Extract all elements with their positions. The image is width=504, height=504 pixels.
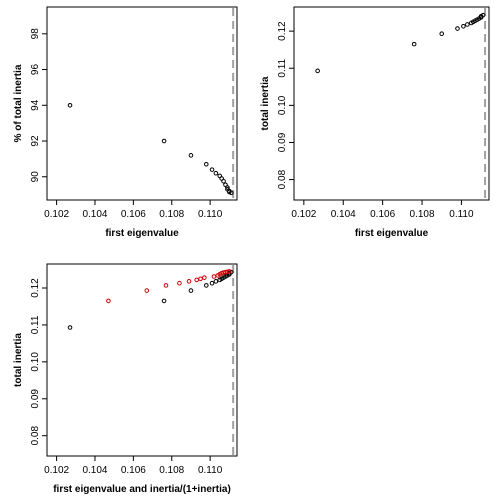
- data-point: [455, 26, 460, 31]
- x-tick-label: 0.104: [82, 465, 107, 476]
- data-point: [161, 298, 167, 304]
- x-tick-label: 0.108: [159, 209, 184, 220]
- x-axis-label: first eigenvalue: [355, 228, 429, 239]
- data-point: [161, 138, 167, 144]
- panel-total-inertia: 0.102 0.104 0.106 0.108 0.110 0.08 0.09 0.10 0.1…: [260, 6, 490, 239]
- data-point: [202, 275, 207, 280]
- panel-total-inertia-combined: 0.102 0.104 0.106 0.108 0.110 0.08 0.09 0.10 0.1…: [13, 263, 238, 495]
- data-point: [67, 325, 73, 330]
- y-axis-label: total inertia: [13, 333, 24, 387]
- y-tick-label: 0.09: [277, 132, 288, 152]
- y-tick-label: 0.08: [277, 169, 288, 189]
- data-point: [228, 190, 234, 196]
- data-point: [186, 279, 192, 284]
- data-point: [315, 68, 320, 74]
- y-axis-label: % of total inertia: [13, 64, 24, 142]
- data-point: [188, 153, 194, 158]
- x-tick-label: 0.106: [121, 465, 146, 476]
- x-axis-label: first eigenvalue and inertia/(1+inertia): [53, 484, 231, 495]
- x-tick-label: 0.108: [410, 209, 435, 220]
- plot-frame: [46, 263, 238, 457]
- y-tick-label: 92: [30, 135, 41, 147]
- data-point: [221, 178, 226, 184]
- x-tick-label: 0.104: [82, 209, 107, 220]
- data-point: [209, 280, 215, 286]
- data-point: [213, 170, 219, 176]
- data-point: [188, 288, 194, 293]
- x-tick-label: 0.102: [291, 209, 316, 220]
- x-tick-label: 0.106: [121, 209, 146, 220]
- data-point: [227, 269, 232, 274]
- x-axis-label: first eigenvalue: [105, 228, 179, 239]
- data-point: [203, 161, 209, 167]
- data-point: [213, 279, 219, 284]
- y-tick-label: 0.09: [30, 389, 41, 409]
- data-point: [203, 283, 209, 288]
- x-tick-label: 0.110: [198, 209, 223, 220]
- data-point: [480, 12, 486, 18]
- data-point: [177, 280, 182, 286]
- y-tick-label: 0.10: [277, 95, 288, 115]
- x-tick-label: 0.110: [449, 209, 474, 220]
- data-point: [225, 185, 230, 190]
- data-point: [67, 102, 73, 108]
- y-tick-label: 0.08: [30, 426, 41, 446]
- plot-frame: [293, 6, 490, 201]
- data-point: [211, 274, 217, 279]
- y-tick-label: 90: [30, 171, 41, 183]
- panel-percent-inertia: 0.102 0.104 0.106 0.108 0.110 90 92 94 96 98 first…: [13, 6, 238, 239]
- plot-frame: [46, 6, 238, 201]
- data-point: [225, 269, 230, 275]
- y-tick-label: 94: [30, 99, 41, 111]
- x-tick-label: 0.110: [198, 465, 223, 476]
- data-point: [411, 41, 417, 47]
- data-point: [209, 167, 215, 172]
- data-point: [163, 283, 169, 288]
- data-point: [439, 31, 445, 37]
- y-tick-label: 98: [30, 28, 41, 40]
- y-tick-label: 0.12: [30, 278, 41, 298]
- x-tick-label: 0.102: [44, 209, 69, 220]
- y-tick-label: 96: [30, 64, 41, 76]
- y-tick-label: 0.12: [277, 21, 288, 41]
- data-point: [461, 24, 466, 29]
- y-tick-label: 0.10: [30, 352, 41, 372]
- data-point: [106, 298, 111, 304]
- data-point: [198, 276, 203, 282]
- x-tick-label: 0.104: [331, 209, 356, 220]
- x-tick-label: 0.108: [159, 465, 184, 476]
- y-axis-label: total inertia: [260, 76, 271, 130]
- data-point: [144, 288, 150, 293]
- data-point: [465, 22, 470, 27]
- data-point: [194, 277, 199, 283]
- x-tick-label: 0.102: [44, 465, 69, 476]
- y-tick-label: 0.11: [277, 58, 288, 77]
- x-tick-label: 0.106: [370, 209, 395, 220]
- y-tick-label: 0.11: [30, 315, 41, 334]
